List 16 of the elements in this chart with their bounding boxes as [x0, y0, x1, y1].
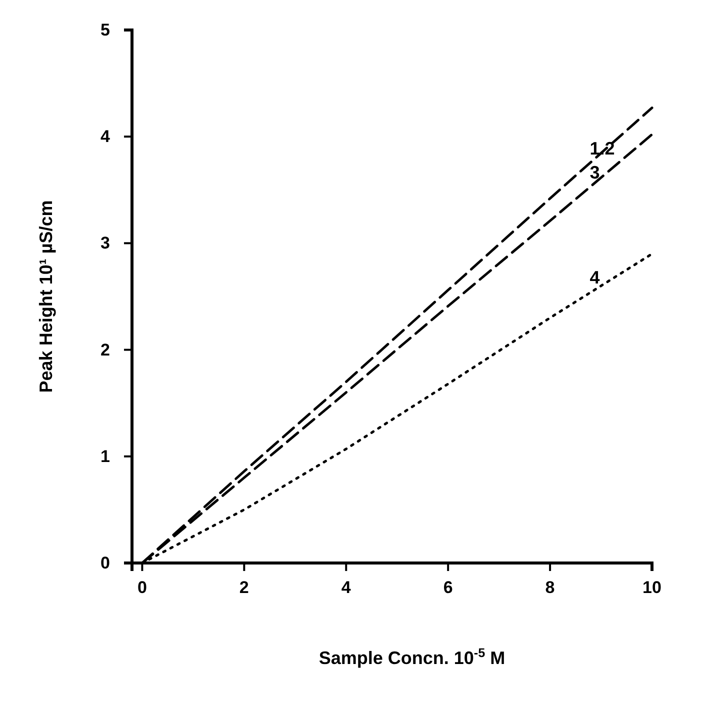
y-tick-label: 4 [100, 127, 111, 146]
x-tick-label: 6 [443, 578, 453, 598]
x-tick-label: 4 [341, 578, 352, 598]
x-tick-label: 10 [642, 578, 662, 598]
x-axis-title: Sample Concn. 10$^{-5}$ M [318, 646, 506, 668]
x-tick-label: 8 [545, 578, 555, 598]
x-tick-label: 0 [137, 578, 147, 598]
y-tick-label: 3 [100, 234, 110, 253]
y-axis-title: Peak Height 10¹ µS/cm [36, 200, 56, 393]
x-tick-label: 2 [239, 578, 249, 598]
y-tick-label: 1 [100, 446, 110, 466]
y-tick-label: 0 [100, 553, 110, 572]
y-tick-label: 5 [100, 20, 110, 40]
y-tick-label: 2 [100, 340, 110, 360]
series-label: 4 [590, 267, 600, 288]
series-label: 3 [590, 162, 600, 183]
